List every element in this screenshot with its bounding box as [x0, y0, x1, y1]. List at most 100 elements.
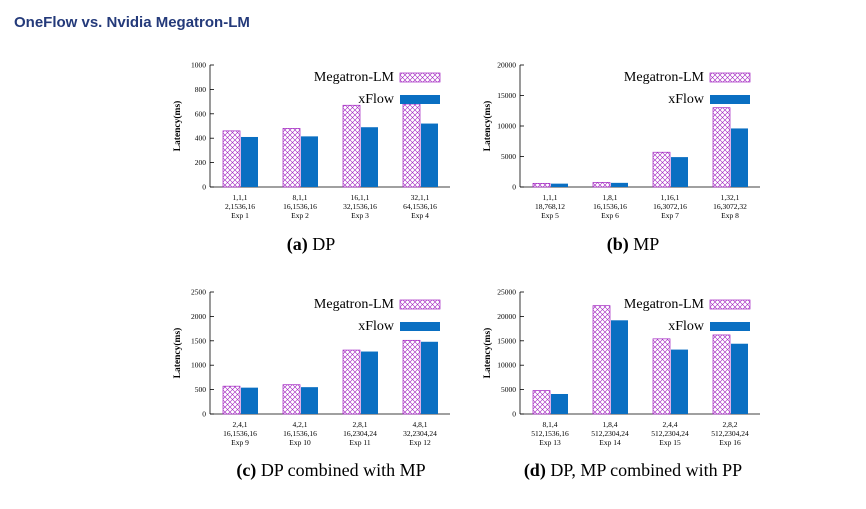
legend-label: Megatron-LM: [624, 297, 705, 312]
bar-megatron-lm: [532, 390, 551, 415]
x-tick-label: 512,1536,16: [531, 429, 569, 438]
y-axis-label: Latency(ms): [482, 101, 493, 152]
y-axis-label: Latency(ms): [172, 328, 183, 379]
x-tick-label: 32,1,1: [411, 193, 430, 202]
x-tick-label: Exp 2: [291, 211, 309, 220]
caption-tag: (b): [606, 234, 629, 254]
x-tick-label: 1,1,1: [543, 193, 558, 202]
y-tick-label: 1000: [191, 361, 206, 370]
legend-swatch-megatron-lm: [399, 299, 441, 310]
x-tick-label: 1,8,1: [603, 193, 618, 202]
page-title: OneFlow vs. Nvidia Megatron-LM: [14, 14, 250, 31]
bar-xflow: [241, 136, 258, 187]
legend-swatch-xflow: [710, 322, 750, 331]
bar-xflow: [421, 123, 438, 187]
chart-panel-d: 0 5000 10000 15000 20000 25000 Latency(ms) 8,1,…: [482, 288, 760, 447]
bar-xflow: [361, 351, 378, 414]
bar-megatron-lm: [652, 151, 671, 188]
x-tick-label: 1,8,4: [603, 420, 618, 429]
bar-megatron-lm: [282, 384, 301, 415]
x-tick-label: 4,8,1: [413, 420, 428, 429]
x-tick-label: Exp 4: [411, 211, 429, 220]
chart-panel-b: 0 5000 10000 15000 20000 Latency(ms) 1,1,118,7…: [482, 61, 760, 220]
x-tick-label: 16,1,1: [351, 193, 370, 202]
x-tick-label: 32,2304,24: [403, 429, 437, 438]
y-tick-label: 0: [512, 183, 516, 192]
legend-label: xFlow: [358, 92, 395, 107]
legend-swatch-megatron-lm: [709, 299, 751, 310]
y-tick-label: 10000: [497, 122, 516, 131]
bar-xflow: [611, 320, 628, 414]
y-axis-label: Latency(ms): [482, 328, 493, 379]
x-tick-label: Exp 14: [599, 438, 621, 447]
bar-xflow: [611, 182, 628, 187]
x-tick-label: 2,8,1: [353, 420, 368, 429]
y-tick-label: 0: [512, 410, 516, 419]
x-tick-label: Exp 8: [721, 211, 739, 220]
x-tick-label: 18,768,12: [535, 202, 565, 211]
legend-swatch-xflow: [400, 95, 440, 104]
bar-xflow: [361, 127, 378, 187]
y-tick-label: 15000: [497, 336, 516, 345]
bar-xflow: [551, 393, 568, 414]
caption-tag: (c): [236, 460, 257, 480]
bar-megatron-lm: [342, 104, 361, 188]
y-tick-label: 1000: [191, 61, 206, 70]
chart-caption-c: (c) DP combined with MP: [196, 460, 466, 481]
chart-caption-a: (a) DP: [256, 234, 366, 255]
legend-label: Megatron-LM: [314, 70, 395, 85]
y-tick-label: 200: [195, 158, 207, 167]
bar-megatron-lm: [222, 130, 241, 188]
caption-text: DP: [312, 234, 336, 254]
x-tick-label: Exp 9: [231, 438, 249, 447]
bar-megatron-lm: [532, 182, 551, 188]
x-tick-label: 2,8,2: [723, 420, 738, 429]
x-tick-label: Exp 12: [409, 438, 431, 447]
x-tick-label: 16,3072,16: [653, 202, 687, 211]
x-tick-label: 512,2304,24: [591, 429, 629, 438]
x-tick-label: 1,1,1: [233, 193, 248, 202]
bar-megatron-lm: [652, 338, 671, 415]
bar-xflow: [241, 387, 258, 414]
x-tick-label: 512,2304,24: [711, 429, 749, 438]
legend-swatch-xflow: [710, 95, 750, 104]
y-tick-label: 400: [195, 134, 207, 143]
caption-tag: (a): [286, 234, 308, 254]
legend-label: xFlow: [358, 319, 395, 334]
x-tick-label: Exp 16: [719, 438, 741, 447]
bar-xflow: [731, 128, 748, 187]
x-tick-label: 16,1536,16: [283, 202, 317, 211]
y-tick-label: 5000: [501, 152, 516, 161]
x-tick-label: 16,1536,16: [283, 429, 317, 438]
y-tick-label: 10000: [497, 361, 516, 370]
x-tick-label: 32,1536,16: [343, 202, 377, 211]
y-tick-label: 800: [195, 85, 207, 94]
bar-megatron-lm: [712, 334, 731, 415]
y-tick-label: 25000: [497, 288, 516, 297]
x-tick-label: 8,1,4: [543, 420, 558, 429]
x-tick-label: 16,3072,32: [713, 202, 747, 211]
x-tick-label: 1,32,1: [721, 193, 740, 202]
caption-text: DP combined with MP: [260, 460, 426, 480]
chart-caption-b: (b) MP: [578, 234, 688, 255]
bar-xflow: [671, 349, 688, 414]
y-tick-label: 15000: [497, 91, 516, 100]
bar-xflow: [671, 157, 688, 187]
x-tick-label: 2,4,1: [233, 420, 248, 429]
bar-megatron-lm: [282, 128, 301, 188]
x-tick-label: Exp 7: [661, 211, 679, 220]
x-tick-label: 2,1536,16: [225, 202, 255, 211]
x-tick-label: Exp 15: [659, 438, 681, 447]
legend-swatch-megatron-lm: [709, 72, 751, 83]
y-tick-label: 1500: [191, 336, 206, 345]
x-tick-label: 16,1536,16: [593, 202, 627, 211]
bar-megatron-lm: [402, 103, 421, 188]
x-tick-label: Exp 1: [231, 211, 249, 220]
x-tick-label: 2,4,4: [663, 420, 678, 429]
caption-text: MP: [633, 234, 660, 254]
x-tick-label: Exp 3: [351, 211, 369, 220]
y-axis-label: Latency(ms): [172, 101, 183, 152]
caption-tag: (d): [523, 460, 546, 480]
legend-swatch-xflow: [400, 322, 440, 331]
x-tick-label: 8,1,1: [293, 193, 308, 202]
